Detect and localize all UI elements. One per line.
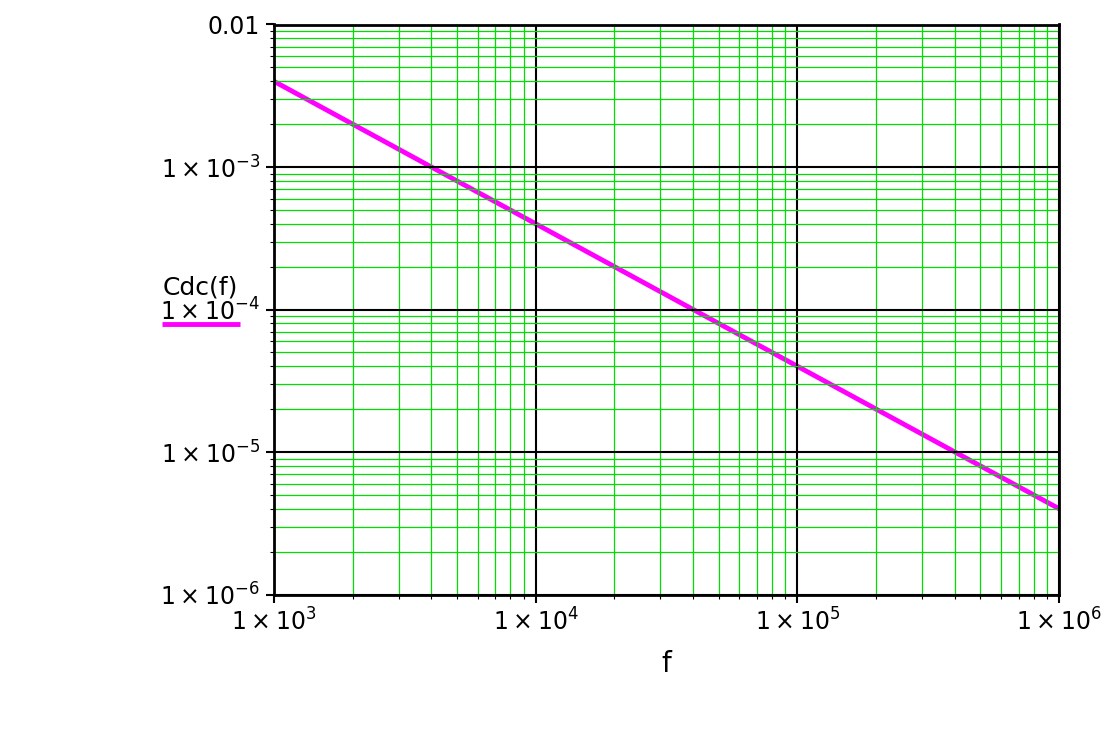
X-axis label: f: f	[661, 650, 671, 677]
Text: Cdc(f): Cdc(f)	[162, 276, 238, 300]
